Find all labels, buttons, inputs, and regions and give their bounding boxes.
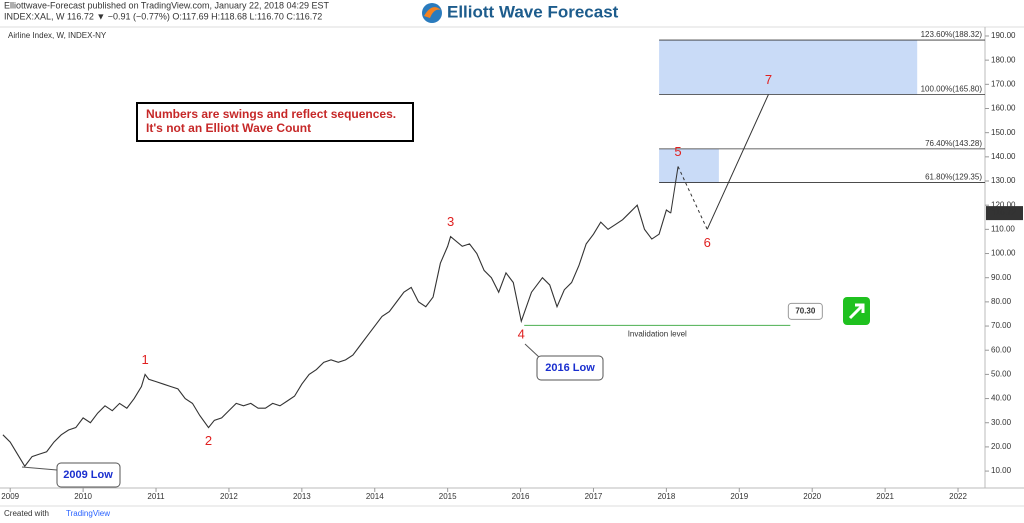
x-tick-label: 2022 (949, 492, 967, 501)
callout-text: 2016 Low (545, 362, 595, 374)
invalidation-tag (787, 302, 823, 320)
x-tick-label: 2018 (657, 492, 675, 501)
projection-segment (706, 94, 769, 230)
callout-pointer (21, 466, 58, 471)
swing-label: 5 (674, 144, 681, 159)
swing-label: 7 (765, 72, 772, 87)
invalidation-value: 70.30 (795, 306, 816, 315)
fib-label: 76.40%(143.28) (925, 139, 982, 148)
annotation-line: It's not an Elliott Wave Count (146, 121, 311, 135)
logo-swoosh (424, 7, 441, 18)
y-tick-label: 120.00 (991, 200, 1016, 209)
callout: 2016 Low (524, 343, 604, 381)
callout-box (56, 462, 121, 488)
y-tick-label: 80.00 (991, 297, 1012, 306)
callout-pointer (524, 343, 541, 359)
last-price-tag (986, 206, 1023, 221)
fib-label: 61.80%(129.35) (925, 173, 982, 182)
y-tick-label: 190.00 (991, 31, 1016, 40)
footer-brand: TradingView (66, 509, 110, 518)
arrow-icon-glyph (848, 303, 865, 320)
x-tick-label: 2016 (512, 492, 530, 501)
fib-zone (659, 40, 918, 95)
y-tick-label: 60.00 (991, 345, 1012, 354)
arrow-icon (843, 297, 870, 325)
swing-label: 2 (205, 433, 212, 448)
y-tick-label: 170.00 (991, 79, 1016, 88)
swing-label: 6 (704, 235, 711, 250)
y-tick-label: 20.00 (991, 442, 1012, 451)
invalidation-text: Invalidation level (628, 329, 687, 338)
x-tick-label: 2017 (585, 492, 603, 501)
annotation-box (136, 102, 414, 142)
y-tick-label: 70.00 (991, 321, 1012, 330)
x-tick-label: 2013 (293, 492, 311, 501)
price-line (2, 204, 672, 468)
callout: 2009 Low (21, 462, 121, 488)
y-tick-label: 110.00 (991, 224, 1015, 233)
logo: Elliott Wave Forecast (422, 2, 619, 23)
x-tick-label: 2015 (439, 492, 457, 501)
swing-label: 4 (518, 327, 525, 342)
callout-text: 2009 Low (63, 469, 113, 481)
y-tick-label: 130.00 (991, 176, 1016, 185)
x-tick-label: 2009 (1, 492, 19, 501)
fib-label: 100.00%(165.80) (921, 85, 983, 94)
y-tick-label: 10.00 (991, 466, 1012, 475)
x-tick-label: 2010 (74, 492, 92, 501)
published-line: Elliottwave-Forecast published on Tradin… (4, 0, 330, 10)
y-tick-label: 50.00 (991, 369, 1012, 378)
x-tick-label: 2012 (220, 492, 238, 501)
callout-box (536, 355, 604, 381)
x-tick-label: 2014 (366, 492, 384, 501)
y-tick-label: 40.00 (991, 394, 1012, 403)
fib-zone (659, 148, 719, 183)
swing-label: 1 (141, 352, 148, 367)
y-tick-label: 100.00 (991, 249, 1016, 258)
x-tick-label: 2011 (147, 492, 165, 501)
fib-label: 123.60%(188.32) (921, 30, 983, 39)
last-price-label: 116.72 (992, 208, 1016, 217)
y-tick-label: 180.00 (991, 55, 1016, 64)
x-tick-label: 2021 (876, 492, 894, 501)
symbol-line: INDEX:XAL, W 116.72 ▼ −0.91 (−0.77%) O:1… (4, 11, 322, 21)
annotation-line: Numbers are swings and reflect sequences… (146, 107, 396, 121)
projection-segment (670, 166, 679, 214)
x-tick-label: 2019 (730, 492, 748, 501)
y-tick-label: 90.00 (991, 273, 1012, 282)
x-tick-label: 2020 (803, 492, 821, 501)
y-tick-label: 140.00 (991, 152, 1016, 161)
swing-label: 3 (447, 214, 454, 229)
y-tick-label: 150.00 (991, 128, 1016, 137)
chart-title: Airline Index, W, INDEX-NY (8, 31, 107, 40)
footer: Created with (4, 509, 49, 518)
y-tick-label: 160.00 (991, 104, 1016, 113)
y-tick-label: 30.00 (991, 418, 1012, 427)
logo-text: Elliott Wave Forecast (447, 2, 619, 21)
